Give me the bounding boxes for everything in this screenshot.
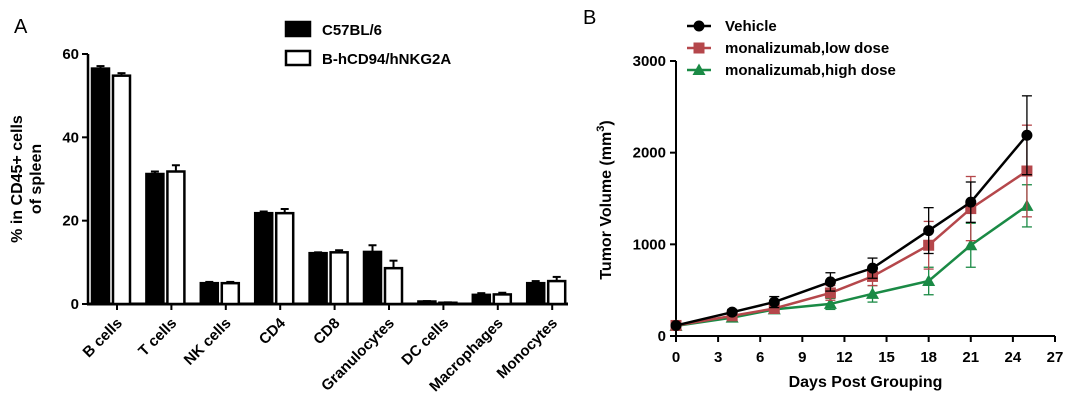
y-axis-title-line: % in CD45+ cells [9,115,26,243]
bar-c57bl6 [253,211,274,306]
data-point [768,303,780,314]
x-tick-label: 27 [1047,349,1064,366]
data-point [866,287,880,299]
y-tick-label: 20 [62,213,79,230]
bar-c57bl6 [417,300,437,306]
y-tick-label: 0 [658,328,666,345]
y-tick-label: 1000 [633,236,666,253]
data-point [923,225,935,237]
bar-c57bl6 [308,251,328,306]
series-line [675,204,1028,328]
legend-label: C57BL/6 [322,22,382,39]
bar-hcd94-hnkg2a [220,281,241,306]
bar-c57bl6 [199,281,220,306]
legend-label: B-hCD94/hNKG2A [322,51,451,68]
x-tick-label: CD8 [310,315,343,348]
y-tick-label: 2000 [633,145,666,162]
y-tick-label: 3000 [633,53,666,70]
y-tick-label: 60 [62,46,79,63]
bar-hcd94-hnkg2a [274,211,295,306]
x-tick-label: 21 [962,349,979,366]
y-axis-title: Tumor Volume (mm3) [595,120,615,279]
bar-hcd94-hnkg2a [383,266,404,306]
data-point [965,196,977,208]
x-tick-label: DC cells [398,315,452,369]
legend-label: monalizumab,low dose [725,40,889,57]
legend-swatch [284,49,312,67]
x-tick-label: 18 [920,349,937,366]
data-point [768,296,780,308]
legend-label: monalizumab,high dose [725,62,896,79]
panel-label-a: A [14,16,28,38]
y-tick-label: 0 [71,296,79,313]
series-monalizumab-high-dose [669,184,1034,331]
data-point [867,262,879,274]
x-tick-label: B cells [80,315,126,361]
bar-c57bl6 [145,172,165,306]
series-line [675,169,1028,327]
legend-marker [692,63,706,75]
data-point [726,306,738,318]
bar-chart: 0 20 40 60 % in CD45+ cells of spleen B cells T… [9,20,568,395]
bar-hcd94-hnkg2a [166,170,186,306]
x-axis-title: Days Post Grouping [789,374,943,391]
x-tick-label: NK cells [181,315,235,369]
legend-label: Vehicle [725,18,777,35]
data-point [964,238,978,251]
legend-marker [693,20,705,32]
x-tick-label: 15 [878,349,895,366]
data-point [823,297,837,309]
bar-c57bl6 [362,250,383,306]
x-tick-label: T cells [135,315,180,360]
x-tick-label: 6 [756,349,764,366]
x-tick-label: 12 [836,349,853,366]
y-axis-title: % in CD45+ cells of spleen [9,115,45,243]
bar-hcd94-hnkg2a [438,301,458,306]
series-vehicle [670,95,1033,331]
x-tick-label: 24 [1005,349,1022,366]
x-tick-label: 0 [672,349,680,366]
y-axis-title-sup: 3 [595,126,607,132]
data-point [824,287,836,299]
y-axis-title-line: of spleen [28,144,45,214]
bar-hcd94-hnkg2a [492,293,513,306]
data-point [922,274,936,286]
bar-hcd94-hnkg2a [111,74,132,306]
line-chart: 0 1000 2000 3000 0 3 6 9 12 15 18 21 24 27 Days Post G… [595,18,1063,391]
bar-hcd94-hnkg2a [329,251,349,306]
data-point [1021,129,1033,141]
x-tick-label: 9 [798,349,806,366]
bar-hcd94-hnkg2a [546,279,567,306]
series-line [675,134,1028,327]
y-tick-label: 40 [62,129,79,146]
bar-c57bl6 [471,293,492,306]
legend-marker [693,42,705,54]
y-axis-title-main: Tumor Volume (mm [598,132,615,280]
bar-c57bl6 [90,67,111,306]
data-point [824,276,836,288]
data-point [670,319,682,331]
legend-swatch [284,20,312,38]
panel-label-b: B [583,7,596,29]
y-axis-title-end: ) [598,120,615,125]
x-tick-label: 3 [714,349,722,366]
bar-c57bl6 [525,281,546,306]
x-tick-label: CD4 [256,314,290,348]
